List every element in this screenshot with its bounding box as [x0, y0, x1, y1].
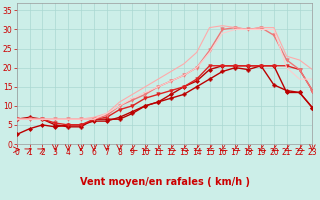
X-axis label: Vent moyen/en rafales ( km/h ): Vent moyen/en rafales ( km/h ) — [80, 177, 250, 187]
